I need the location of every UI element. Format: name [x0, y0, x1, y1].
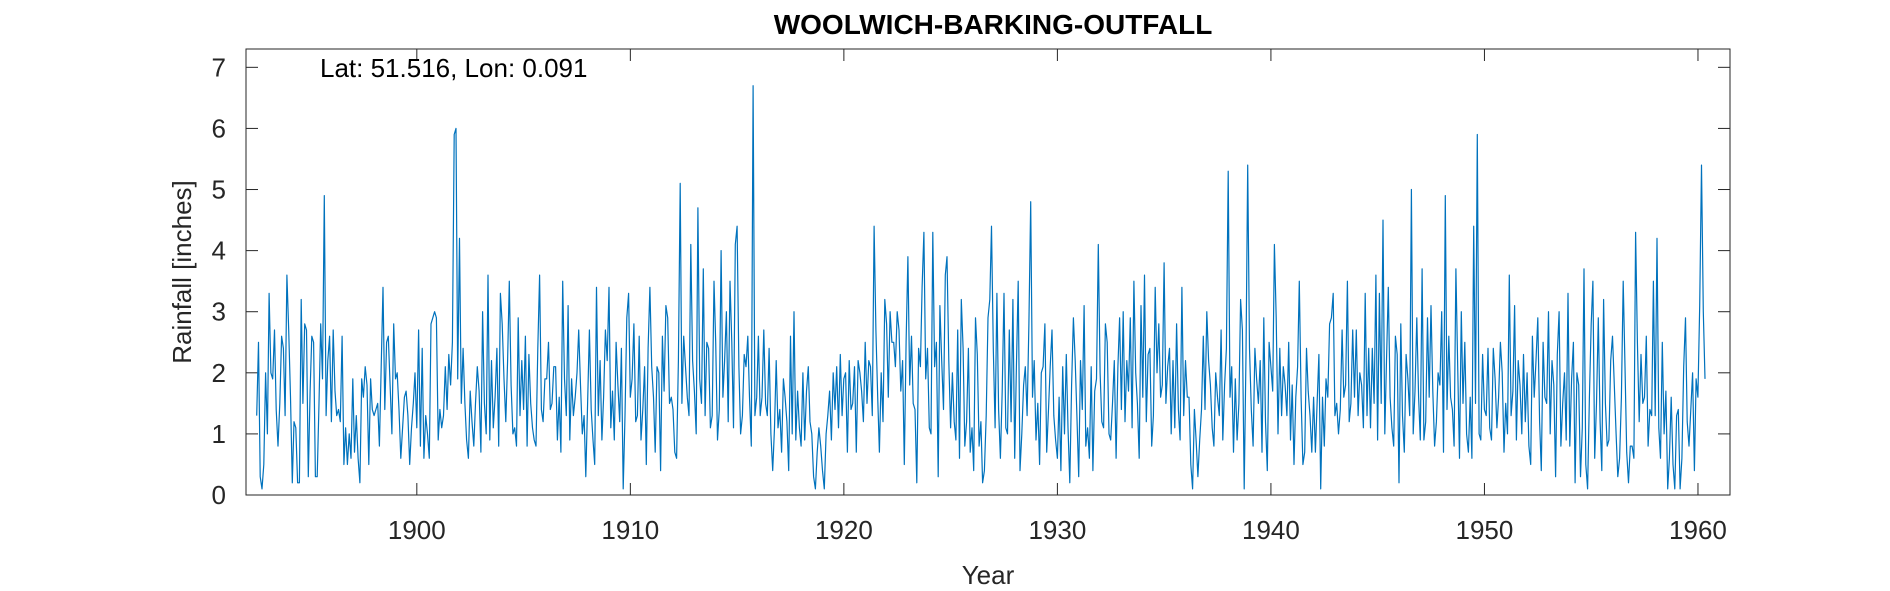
- x-tick-label: 1950: [1456, 515, 1514, 545]
- x-tick-label: 1910: [601, 515, 659, 545]
- rainfall-series-line: [256, 85, 1706, 490]
- y-ticks: 0 1 2 3 4 5 6 7: [212, 52, 1730, 510]
- x-ticks: 1900 1910 1920 1930 1940 1950 1960: [388, 49, 1727, 545]
- x-axis-label: Year: [962, 560, 1015, 590]
- x-tick-label: 1920: [815, 515, 873, 545]
- y-tick-label: 2: [212, 358, 226, 388]
- plot-area: 0 1 2 3 4 5 6 7 1900 1910 1920 1930 1940 1950 1960: [212, 48, 1731, 545]
- y-tick-label: 4: [212, 236, 226, 266]
- y-tick-label: 3: [212, 297, 226, 327]
- x-tick-label: 1940: [1242, 515, 1300, 545]
- y-tick-label: 6: [212, 113, 226, 143]
- location-annotation: Lat: 51.516, Lon: 0.091: [320, 53, 587, 83]
- y-tick-label: 0: [212, 480, 226, 510]
- x-tick-label: 1930: [1028, 515, 1086, 545]
- series-layer: [256, 85, 1706, 490]
- y-axis-label: Rainfall [inches]: [167, 180, 197, 364]
- x-tick-label: 1960: [1669, 515, 1727, 545]
- chart-title: WOOLWICH-BARKING-OUTFALL: [774, 9, 1213, 40]
- x-tick-label: 1900: [388, 515, 446, 545]
- y-tick-label: 7: [212, 52, 226, 82]
- y-tick-label: 1: [212, 419, 226, 449]
- y-tick-label: 5: [212, 175, 226, 205]
